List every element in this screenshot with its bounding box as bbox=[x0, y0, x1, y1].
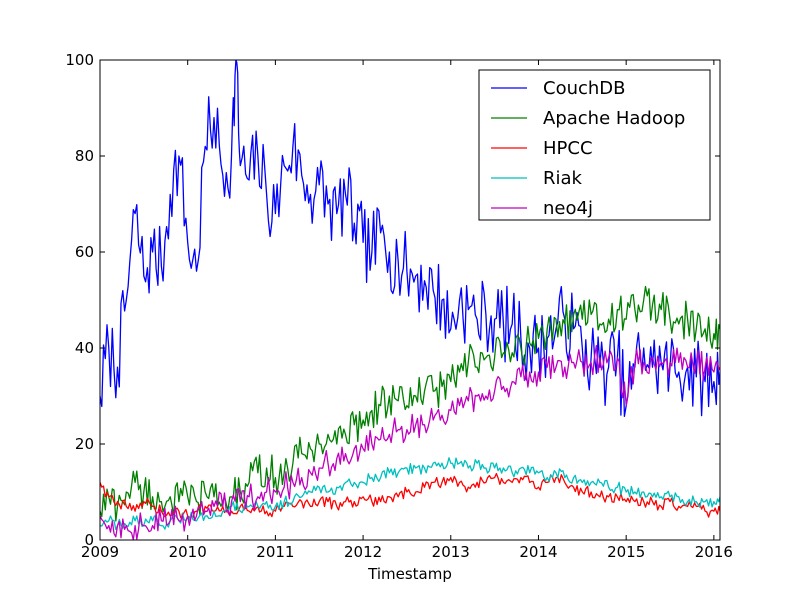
legend-label: Apache Hadoop bbox=[543, 108, 685, 129]
y-tick-label: 0 bbox=[84, 531, 94, 549]
series-layer bbox=[100, 60, 720, 540]
series-line-neo4j bbox=[100, 344, 720, 540]
y-axis: 0 20 40 60 80 100 bbox=[65, 51, 720, 549]
y-tick-label: 20 bbox=[75, 435, 94, 453]
x-tick-label: 2014 bbox=[519, 543, 557, 561]
legend-label: HPCC bbox=[543, 138, 593, 159]
x-axis-title: Timestamp bbox=[367, 565, 452, 583]
series-line-apache-hadoop bbox=[100, 285, 720, 522]
x-tick-label: 2012 bbox=[344, 543, 382, 561]
x-tick-label: 2015 bbox=[607, 543, 645, 561]
series-line-hpcc bbox=[100, 472, 720, 519]
y-tick-label: 40 bbox=[75, 339, 94, 357]
x-tick-label: 2010 bbox=[169, 543, 207, 561]
y-tick-label: 80 bbox=[75, 147, 94, 165]
x-tick-label: 2011 bbox=[256, 543, 294, 561]
plot-frame bbox=[99, 59, 721, 541]
legend-label: neo4j bbox=[543, 198, 593, 219]
x-axis: 2009 2010 2011 2012 2013 2014 2015 2016 bbox=[81, 60, 733, 561]
legend-label: Riak bbox=[543, 168, 583, 189]
x-tick-label: 2009 bbox=[81, 543, 119, 561]
series-line-riak bbox=[100, 457, 720, 531]
legend: CouchDB Apache Hadoop HPCC Riak neo4j bbox=[478, 69, 711, 221]
legend-box bbox=[478, 69, 711, 221]
y-tick-label: 100 bbox=[65, 51, 94, 69]
y-tick-label: 60 bbox=[75, 243, 94, 261]
x-tick-label: 2016 bbox=[695, 543, 733, 561]
legend-label: CouchDB bbox=[543, 78, 626, 99]
x-tick-label: 2013 bbox=[432, 543, 470, 561]
